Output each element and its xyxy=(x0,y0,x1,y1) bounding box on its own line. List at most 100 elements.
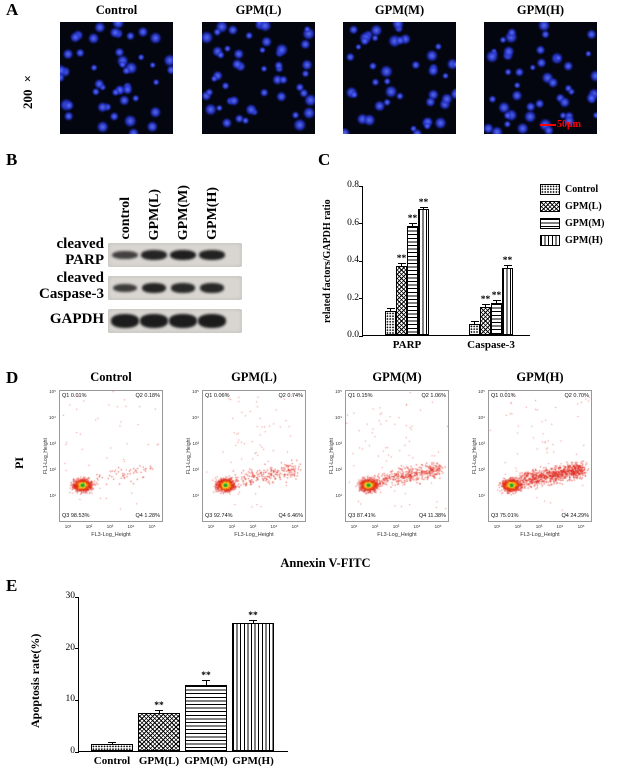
blot-band xyxy=(111,314,139,328)
chart-c-y-axis-label: related factors/GAPDH ratio xyxy=(322,199,333,323)
flow-x-tick: 10¹ xyxy=(207,524,215,529)
bar-fill xyxy=(491,303,502,335)
flow-title-gpm-m: GPM(M) xyxy=(372,370,422,384)
significance-label: ** xyxy=(154,701,164,712)
legend-swatch xyxy=(540,201,560,212)
flow-title-gpm-h: GPM(H) xyxy=(516,370,564,384)
error-bar xyxy=(503,264,512,268)
flow-x-tick: 10² xyxy=(228,524,236,529)
significance-label: ** xyxy=(396,253,407,264)
flow-x-tick: 10⁴ xyxy=(413,524,421,529)
flow-y-tick: 10¹ xyxy=(478,493,485,498)
error-bar xyxy=(481,304,490,307)
flow-y-tick: 10⁴ xyxy=(49,415,56,420)
bar-Caspase-3-GPM(H): ** xyxy=(502,186,513,335)
blot-strip-cleaved-parp xyxy=(108,243,242,267)
y-tick-mark xyxy=(359,185,363,187)
flow-plot-box: Q1 0.15% Q2 1.06% Q3 87.41% Q4 11.38% xyxy=(345,390,449,522)
flow-x-tick: 10⁴ xyxy=(127,524,135,529)
legend-label: GPM(H) xyxy=(565,235,603,246)
legend-label: GPM(L) xyxy=(565,201,602,212)
quadrant-q1-label: Q1 0.01% xyxy=(491,393,516,399)
y-tick-mark xyxy=(359,260,363,262)
y-tick-mark xyxy=(359,298,363,299)
legend-swatch xyxy=(540,218,560,229)
lane-label-gpm-h: GPM(H) xyxy=(205,187,220,240)
flow-y-tick: 10³ xyxy=(192,441,199,446)
quadrant-q3-label: Q3 75.01% xyxy=(491,513,519,519)
significance-label: ** xyxy=(418,197,429,208)
blot-band xyxy=(140,314,168,328)
bar-Caspase-3-Control xyxy=(469,186,480,335)
legend-item-GPM(H): GPM(H) xyxy=(540,235,604,246)
y-tick-label: 30 xyxy=(65,591,76,601)
blot-band xyxy=(112,250,138,260)
blot-band xyxy=(170,249,196,261)
error-bar xyxy=(397,262,406,266)
significance-label: ** xyxy=(407,214,418,225)
x-category-label: GPM(M) xyxy=(184,755,228,767)
micrograph-gpm-l xyxy=(202,22,315,134)
panel-e-letter: E xyxy=(6,576,18,595)
chart-e-y-axis-label: Apoptosis rate(%) xyxy=(28,633,42,728)
flow-x-tick: 10⁴ xyxy=(556,524,564,529)
flow-scatter-canvas xyxy=(489,391,591,521)
legend-label: Control xyxy=(565,184,599,195)
bar-GPM(M): ** xyxy=(185,597,227,751)
panel-b-letter: B xyxy=(6,150,18,169)
flow-y-tick: 10⁴ xyxy=(478,415,485,420)
bar-fill xyxy=(91,744,133,751)
blot-row-label-gapdh: GAPDH xyxy=(49,311,104,327)
y-tick-mark xyxy=(75,751,79,753)
bar-fill xyxy=(396,265,407,335)
quadrant-q4-label: Q4 24.29% xyxy=(561,513,589,519)
bar-PARP-GPM(M): ** xyxy=(407,186,418,335)
flow-y-tick: 10⁵ xyxy=(478,389,485,394)
micrograph-control xyxy=(60,22,173,134)
y-tick-label: 0.8 xyxy=(347,180,359,190)
quadrant-q3-label: Q3 92.74% xyxy=(205,513,233,519)
micrograph-gpm-m xyxy=(343,22,456,134)
flow-x-axis-name: FL3-Log_Height xyxy=(377,532,417,538)
flow-y-tick: 10² xyxy=(335,467,342,472)
flow-y-tick: 10³ xyxy=(49,441,56,446)
significance-label: ** xyxy=(491,291,502,302)
blot-band xyxy=(141,250,167,260)
quadrant-q3-label: Q3 98.53% xyxy=(62,513,90,519)
blot-band xyxy=(169,314,197,328)
error-bar xyxy=(419,206,428,210)
bar-Caspase-3-GPM(L): ** xyxy=(480,186,491,335)
error-bar xyxy=(249,620,257,623)
blot-row-label-parp: cleaved PARP xyxy=(56,236,104,268)
flow-x-axis-name: FL3-Log_Height xyxy=(91,532,131,538)
flow-x-tick: 10⁴ xyxy=(270,524,278,529)
quadrant-q4-label: Q4 6.46% xyxy=(278,513,303,519)
flow-plot-gpm-m: FL1-Log_Height 10⁵ 10⁴ 10³ 10² 10¹ Q1 0.15% … xyxy=(323,386,455,552)
magnification-label: 200 × xyxy=(20,71,35,109)
micrograph-title-gpm-l: GPM(L) xyxy=(235,3,282,17)
flow-title-control: Control xyxy=(90,370,132,384)
bar-GPM(L): ** xyxy=(138,597,180,751)
quadrant-q2-label: Q2 0.74% xyxy=(278,393,303,399)
quadrant-q4-label: Q4 1.28% xyxy=(135,513,160,519)
blot-band xyxy=(113,283,137,293)
flow-x-tick: 10¹ xyxy=(350,524,358,529)
quadrant-q2-label: Q2 0.18% xyxy=(135,393,160,399)
bar-fill xyxy=(407,226,418,335)
flow-y-tick: 10⁵ xyxy=(192,389,199,394)
micrograph-title-gpm-h: GPM(H) xyxy=(516,3,565,17)
flow-plot-box: Q1 0.06% Q2 0.74% Q3 92.74% Q4 6.46% xyxy=(202,390,306,522)
flow-x-axis-name: FL3-Log_Height xyxy=(234,532,274,538)
flow-x-tick: 10⁵ xyxy=(577,524,585,529)
flow-y-tick: 10⁴ xyxy=(192,415,199,420)
legend-swatch xyxy=(540,235,560,246)
scale-bar-line xyxy=(540,123,556,126)
flow-y-tick: 10² xyxy=(49,467,56,472)
flow-y-tick: 10¹ xyxy=(192,493,199,498)
quadrant-q1-label: Q1 0.15% xyxy=(348,393,373,399)
panel-a-letter: A xyxy=(6,0,19,19)
bar-fill xyxy=(185,684,227,751)
annexin-axis-label: Annexin V-FITC xyxy=(280,556,371,570)
bar-fill xyxy=(480,306,491,335)
chart-c-legend: Control GPM(L) GPM(M) GPM(H) xyxy=(540,184,604,252)
